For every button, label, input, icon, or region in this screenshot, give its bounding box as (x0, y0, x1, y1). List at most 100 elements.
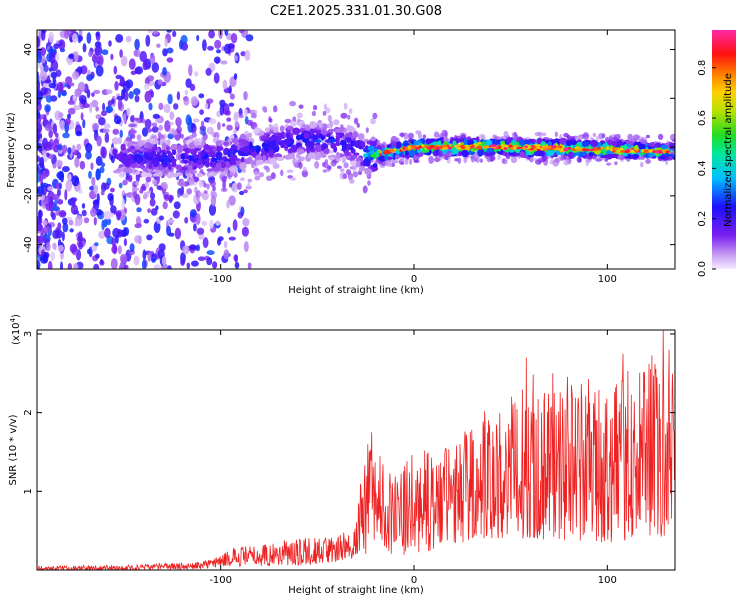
spectrogram-cell (191, 260, 199, 267)
spectrogram-cell (91, 176, 96, 187)
spectrogram-cell (94, 209, 103, 216)
spectrogram-cell (67, 100, 75, 105)
spectrogram-ridge-cell (585, 148, 590, 152)
spectrogram-cell (206, 183, 210, 190)
spectrogram-cell (285, 132, 291, 140)
spectrogram-cell (323, 148, 330, 153)
spectrogram-cell (68, 53, 75, 60)
spectrogram-cell (115, 74, 123, 80)
spectrogram-cell (134, 223, 142, 229)
spectrogram-cell (400, 132, 404, 138)
spectrogram-cell (215, 162, 222, 169)
spectrogram-cell (247, 262, 252, 269)
spectrogram-cell (565, 140, 572, 147)
spectrogram-cell (88, 170, 92, 179)
spectrogram-cell (89, 185, 95, 191)
spectrogram-ridge-cell (564, 147, 569, 151)
spectrogram-cell (68, 82, 75, 87)
spectrogram-cell (41, 30, 47, 34)
spectrogram-ridge-cell (435, 146, 441, 150)
spectrogram-cell (238, 30, 245, 34)
spectrogram-x-label: Height of straight line (km) (288, 285, 424, 296)
spectrogram-cell (133, 191, 137, 200)
spectrogram-cell (121, 158, 130, 165)
spectrogram-cell (157, 79, 163, 85)
spectrogram-cell (227, 150, 231, 158)
spectrogram-cell (183, 159, 189, 164)
spectrogram-cell (62, 222, 69, 233)
spectrogram-cell (52, 163, 57, 169)
spectrogram-cell (57, 144, 63, 151)
spectrogram-cell (212, 185, 216, 192)
spectrogram-cell (177, 144, 183, 149)
spectrogram-cell (123, 167, 130, 174)
spectrogram-cell (204, 103, 209, 110)
spectrogram-cell (492, 139, 497, 145)
spectrogram-cell (214, 39, 222, 50)
spectrogram-cell (283, 138, 291, 145)
spectrogram-cell (45, 94, 53, 103)
spectrogram-cell (115, 34, 124, 43)
spectrogram-cell (242, 145, 250, 153)
spectrogram-cell (50, 95, 58, 102)
spectrogram-cell (242, 217, 250, 227)
spectrogram-cell (90, 208, 97, 217)
spectrogram-cell (268, 150, 275, 158)
spectrogram-cell (206, 98, 214, 104)
spectrogram-cell (103, 123, 111, 129)
spectrogram-ridge-cell (378, 150, 383, 154)
spectrogram-cell (479, 158, 484, 163)
spectrogram-cell (349, 154, 355, 162)
spectrogram-cell (212, 191, 217, 200)
spectrogram-cell (207, 45, 214, 51)
spectrogram-cell (137, 140, 145, 147)
spectrogram-cell (228, 195, 236, 206)
spectrogram-cell (149, 192, 156, 200)
spectrogram-cell (185, 169, 190, 174)
spectrogram-cell (37, 110, 41, 120)
spectrogram-cell (244, 50, 251, 61)
spectrogram-cell (223, 241, 228, 249)
spectrogram-cell (193, 223, 197, 232)
spectrogram-cell (458, 151, 462, 157)
spectrogram-cell (579, 151, 583, 157)
spectrogram-cell (326, 133, 331, 138)
spectrogram-cell (90, 162, 94, 170)
spectrogram-cell (61, 231, 65, 242)
spectrogram-cell (247, 119, 252, 126)
spectrogram-cell (346, 125, 354, 133)
spectrogram-cell (82, 43, 87, 53)
spectrogram-cell (189, 176, 195, 185)
spectrogram-cell (353, 141, 362, 147)
spectrogram-cell (161, 160, 168, 166)
spectrogram-cell (39, 70, 48, 82)
spectrogram-cell (154, 118, 162, 123)
spectrogram-cell (67, 107, 76, 115)
spectrogram-cell (45, 203, 53, 212)
spectrogram-cell (183, 96, 188, 102)
spectrogram-cell (590, 139, 598, 147)
spectrogram-cell (110, 98, 115, 105)
spectrogram-cell (111, 137, 120, 145)
spectrogram-cell (632, 134, 640, 141)
spectrogram-cell (604, 157, 608, 162)
spectrogram-cell (74, 51, 79, 63)
spectrogram-cell (433, 131, 440, 138)
spectrogram-cell (62, 132, 70, 139)
spectrogram-cell (173, 103, 179, 110)
spectrogram-cell (168, 128, 176, 135)
spectrogram-cell (117, 98, 123, 110)
spectrogram-cell (286, 125, 294, 131)
spectrogram-cell (101, 110, 107, 117)
spectrogram-cell (358, 165, 366, 171)
spectrogram-cell (71, 175, 80, 187)
spectrogram-cell (50, 251, 55, 262)
spectrogram-cell (42, 83, 49, 88)
snr-x-tick-label: 0 (411, 575, 417, 586)
spectrogram-cell (42, 220, 48, 226)
spectrogram-cell (280, 144, 285, 149)
spectrogram-cell (410, 139, 415, 145)
spectrogram-cell (142, 167, 148, 171)
spectrogram-cell (210, 157, 218, 162)
colorbar-label: Normalized spectral amplitude (723, 73, 734, 227)
